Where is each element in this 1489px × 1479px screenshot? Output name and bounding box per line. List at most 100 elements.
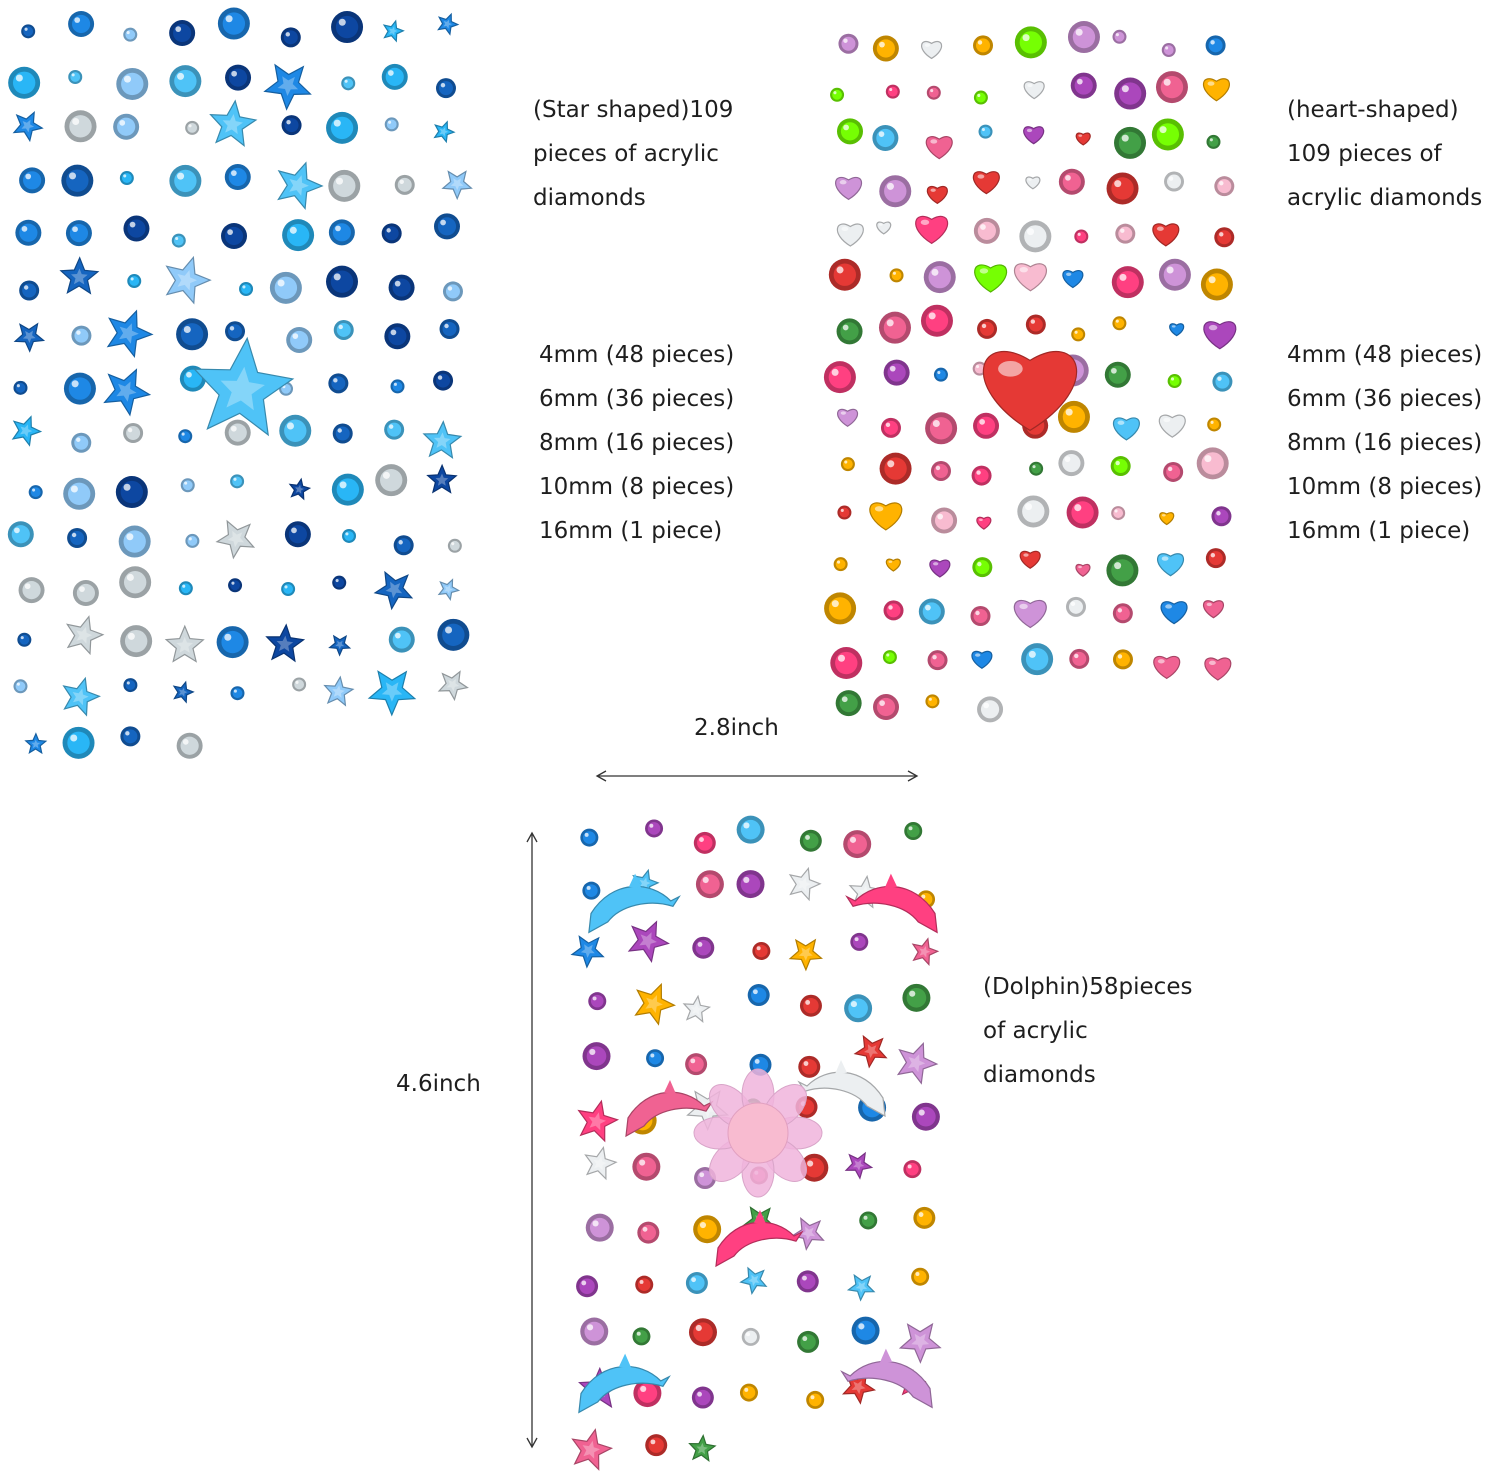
heart-gem-icon (1202, 78, 1230, 102)
star-gem-icon (328, 634, 352, 657)
star-gem-icon (13, 322, 46, 353)
heart-gem-icon (1075, 563, 1091, 577)
heart-gem-icon (921, 41, 943, 60)
star-gem-icon (570, 935, 605, 969)
star-gem-icon (634, 982, 676, 1026)
width-dimension-arrow (595, 770, 919, 782)
dolphin-gem-icon (578, 1353, 671, 1414)
heart-gem-icon (1075, 132, 1091, 146)
size-line: 16mm (1 piece) (539, 518, 723, 544)
heart-title-line: acrylic diamonds (1287, 185, 1483, 211)
heart-title-line: (heart-shaped) (1287, 97, 1459, 123)
star-gem-icon (215, 519, 256, 560)
heart-gem-icon (1158, 414, 1186, 438)
size-line: 4mm (48 pieces) (1287, 342, 1483, 368)
size-line: 8mm (16 pieces) (1287, 430, 1483, 456)
star-gem-icon (584, 1145, 618, 1181)
heart-gem-icon (929, 559, 951, 578)
star-gem-icon (263, 63, 312, 111)
star-gem-icon (367, 670, 417, 717)
star-gem-icon (437, 12, 460, 36)
heart-gem-icon (876, 221, 892, 235)
star-gem-icon (11, 415, 43, 447)
star-gem-icon (682, 994, 712, 1023)
dolphin-sheet-title: (Dolphin)58pieces of acrylic diamonds (983, 965, 1192, 1097)
star-gem-icon (192, 336, 295, 437)
heart-gem-icon (915, 215, 949, 245)
heart-gem-icon (1203, 321, 1237, 350)
width-dimension-label: 2.8inch (694, 715, 779, 741)
star-gem-icon (688, 1433, 717, 1462)
star-sticker-sheet (2, 5, 476, 767)
heart-gem-icon (926, 186, 948, 205)
star-gem-icon (627, 920, 670, 964)
heart-gem-icon (1204, 657, 1232, 681)
dolphin-title-line: (Dolphin)58pieces (983, 974, 1193, 1000)
dolphin-gem-icon (588, 873, 681, 934)
star-gem-icon (373, 570, 414, 611)
star-gem-icon (422, 420, 463, 460)
heart-gem-icon (1157, 553, 1184, 577)
star-gem-icon (59, 256, 100, 295)
star-gem-icon (24, 732, 48, 755)
heart-gem-icon (1019, 550, 1041, 569)
heart-gem-icon (1202, 600, 1224, 619)
size-line: 10mm (8 pieces) (539, 474, 735, 500)
dolphin-gem-icon (845, 873, 938, 934)
star-gem-icon (844, 1151, 874, 1180)
size-line: 4mm (48 pieces) (539, 342, 735, 368)
heart-gem-icon (972, 171, 1000, 195)
star-gem-icon (437, 578, 461, 602)
size-line: 16mm (1 piece) (1287, 518, 1471, 544)
star-gem-icon (441, 170, 473, 201)
heart-gem-icon (885, 558, 901, 572)
star-gem-icon (790, 1217, 825, 1251)
dolphin-sticker-sheet (568, 808, 946, 1476)
star-gem-icon (577, 1099, 620, 1143)
dolphin-gem-icon (715, 1210, 804, 1268)
heart-gem-icon (1023, 126, 1045, 145)
star-gem-icon (172, 680, 195, 704)
star-gem-icon (12, 111, 44, 143)
heart-gem-icon (976, 516, 992, 530)
star-sheet-title: (Star shaped)109 pieces of acrylic diamo… (533, 88, 733, 220)
heart-gem-icon (1112, 417, 1140, 441)
heart-gem-icon (869, 502, 903, 531)
heart-gem-icon (1013, 263, 1048, 292)
heart-sheet-sizes: 4mm (48 pieces) 6mm (36 pieces) 8mm (16 … (1287, 333, 1482, 553)
heart-gem-icon (1025, 176, 1041, 190)
star-gem-icon (437, 670, 469, 702)
star-gem-icon (426, 463, 458, 494)
heart-gem-icon (1160, 601, 1188, 625)
heart-gem-icon (1152, 223, 1180, 247)
heart-sheet-gems (823, 21, 1237, 723)
size-line: 6mm (36 pieces) (539, 386, 735, 412)
star-gem-icon (853, 1034, 888, 1069)
star-gem-icon (62, 676, 101, 717)
star-gem-icon (323, 675, 355, 707)
heart-title-line: 109 pieces of (1287, 141, 1442, 167)
heart-gem-icon (925, 136, 953, 160)
size-line: 6mm (36 pieces) (1287, 386, 1483, 412)
star-gem-icon (164, 624, 205, 663)
size-line: 10mm (8 pieces) (1287, 474, 1483, 500)
heart-gem-icon (836, 223, 864, 247)
star-gem-icon (898, 1322, 942, 1364)
heart-sheet-title: (heart-shaped) 109 pieces of acrylic dia… (1287, 88, 1482, 220)
star-gem-icon (103, 368, 152, 417)
heart-gem-icon (1153, 655, 1181, 680)
star-title-line: diamonds (533, 185, 646, 211)
dolphin-title-line: of acrylic (983, 1018, 1088, 1044)
star-sheet-gems (7, 7, 473, 759)
heart-gem-icon (1169, 323, 1185, 337)
star-gem-icon (265, 623, 306, 663)
star-gem-icon (788, 866, 822, 902)
height-dimension-label: 4.6inch (396, 1071, 481, 1097)
star-gem-icon (788, 938, 823, 972)
star-gem-icon (571, 1428, 614, 1471)
heart-gem-icon (1013, 599, 1047, 629)
heart-gem-icon (974, 264, 1008, 293)
dolphin-gem-icon (840, 1348, 933, 1409)
star-gem-icon (288, 477, 312, 501)
size-line: 8mm (16 pieces) (539, 430, 735, 456)
